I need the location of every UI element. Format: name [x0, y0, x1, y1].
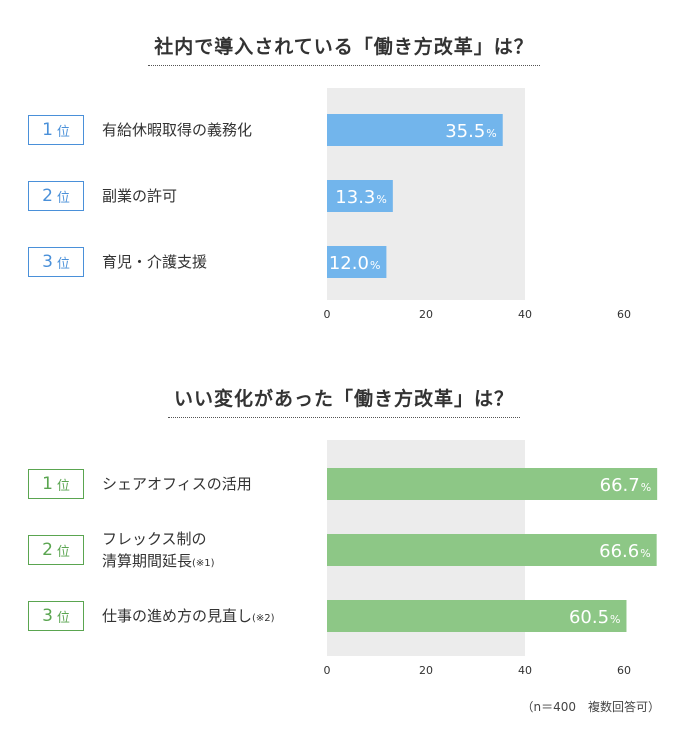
rank-number: 1: [42, 120, 53, 140]
bar: [327, 534, 657, 566]
bar-chart: 0 20 40 60 66.7% 66.6% 60.5%: [324, 440, 658, 677]
bar-value-label: 66.7%: [600, 475, 652, 496]
bar: [327, 468, 658, 500]
bar-value-label: 66.6%: [599, 541, 651, 562]
category-label: 有給休暇取得の義務化: [102, 121, 253, 139]
x-tick-label: 40: [518, 308, 532, 321]
x-tick-label: 60: [617, 308, 631, 321]
rank-unit: 位: [56, 190, 70, 206]
bar-value-label: 12.0%: [329, 253, 381, 274]
x-tick-label: 20: [419, 308, 433, 321]
footnote: （n＝400 複数回答可）: [521, 700, 660, 714]
category-label: 育児・介護支援: [102, 253, 208, 271]
x-tick-label: 60: [617, 664, 631, 677]
x-tick-label: 40: [518, 664, 532, 677]
rank-number: 1: [42, 474, 53, 494]
chart-section-2: いい変化があった「働き方改革」は？ 0 20 40 60 66.7% 66.6% 60.5%…: [0, 368, 688, 688]
category-label: フレックス制の 清算期間延長(※1): [102, 530, 215, 570]
rank-unit: 位: [56, 478, 70, 494]
rank-unit: 位: [56, 256, 70, 272]
rank-unit: 位: [56, 124, 70, 140]
category-label: 仕事の進め方の見直し(※2): [102, 607, 275, 625]
category-note: (※1): [192, 558, 215, 569]
category-label: 副業の許可: [102, 187, 178, 205]
rank-unit: 位: [56, 544, 70, 560]
rank-number: 2: [42, 540, 53, 560]
x-tick-label: 20: [419, 664, 433, 677]
x-tick-label: 0: [324, 308, 331, 321]
bar: [327, 246, 387, 278]
x-tick-label: 0: [324, 664, 331, 677]
chart-title: 社内で導入されている「働き方改革」は？: [0, 32, 688, 66]
rank-number: 3: [42, 252, 53, 272]
bar: [327, 114, 503, 146]
bar: [327, 180, 393, 212]
category-note: (※2): [252, 613, 275, 624]
bar: [327, 600, 627, 632]
bar-value-label: 13.3%: [335, 187, 387, 208]
category-label: シェアオフィスの活用: [102, 475, 252, 493]
rank-number: 3: [42, 606, 53, 626]
bar-chart: 0 20 40 60 35.5% 13.3% 12.0%: [324, 88, 631, 321]
chart-title: いい変化があった「働き方改革」は？: [0, 384, 688, 418]
rank-number: 2: [42, 186, 53, 206]
rank-unit: 位: [56, 610, 70, 626]
bar-value-label: 35.5%: [445, 121, 497, 142]
chart-section-1: 社内で導入されている「働き方改革」は？ 0 20 40 60 35.5% 13.3% 12.…: [0, 0, 688, 360]
bar-value-label: 60.5%: [569, 607, 621, 628]
